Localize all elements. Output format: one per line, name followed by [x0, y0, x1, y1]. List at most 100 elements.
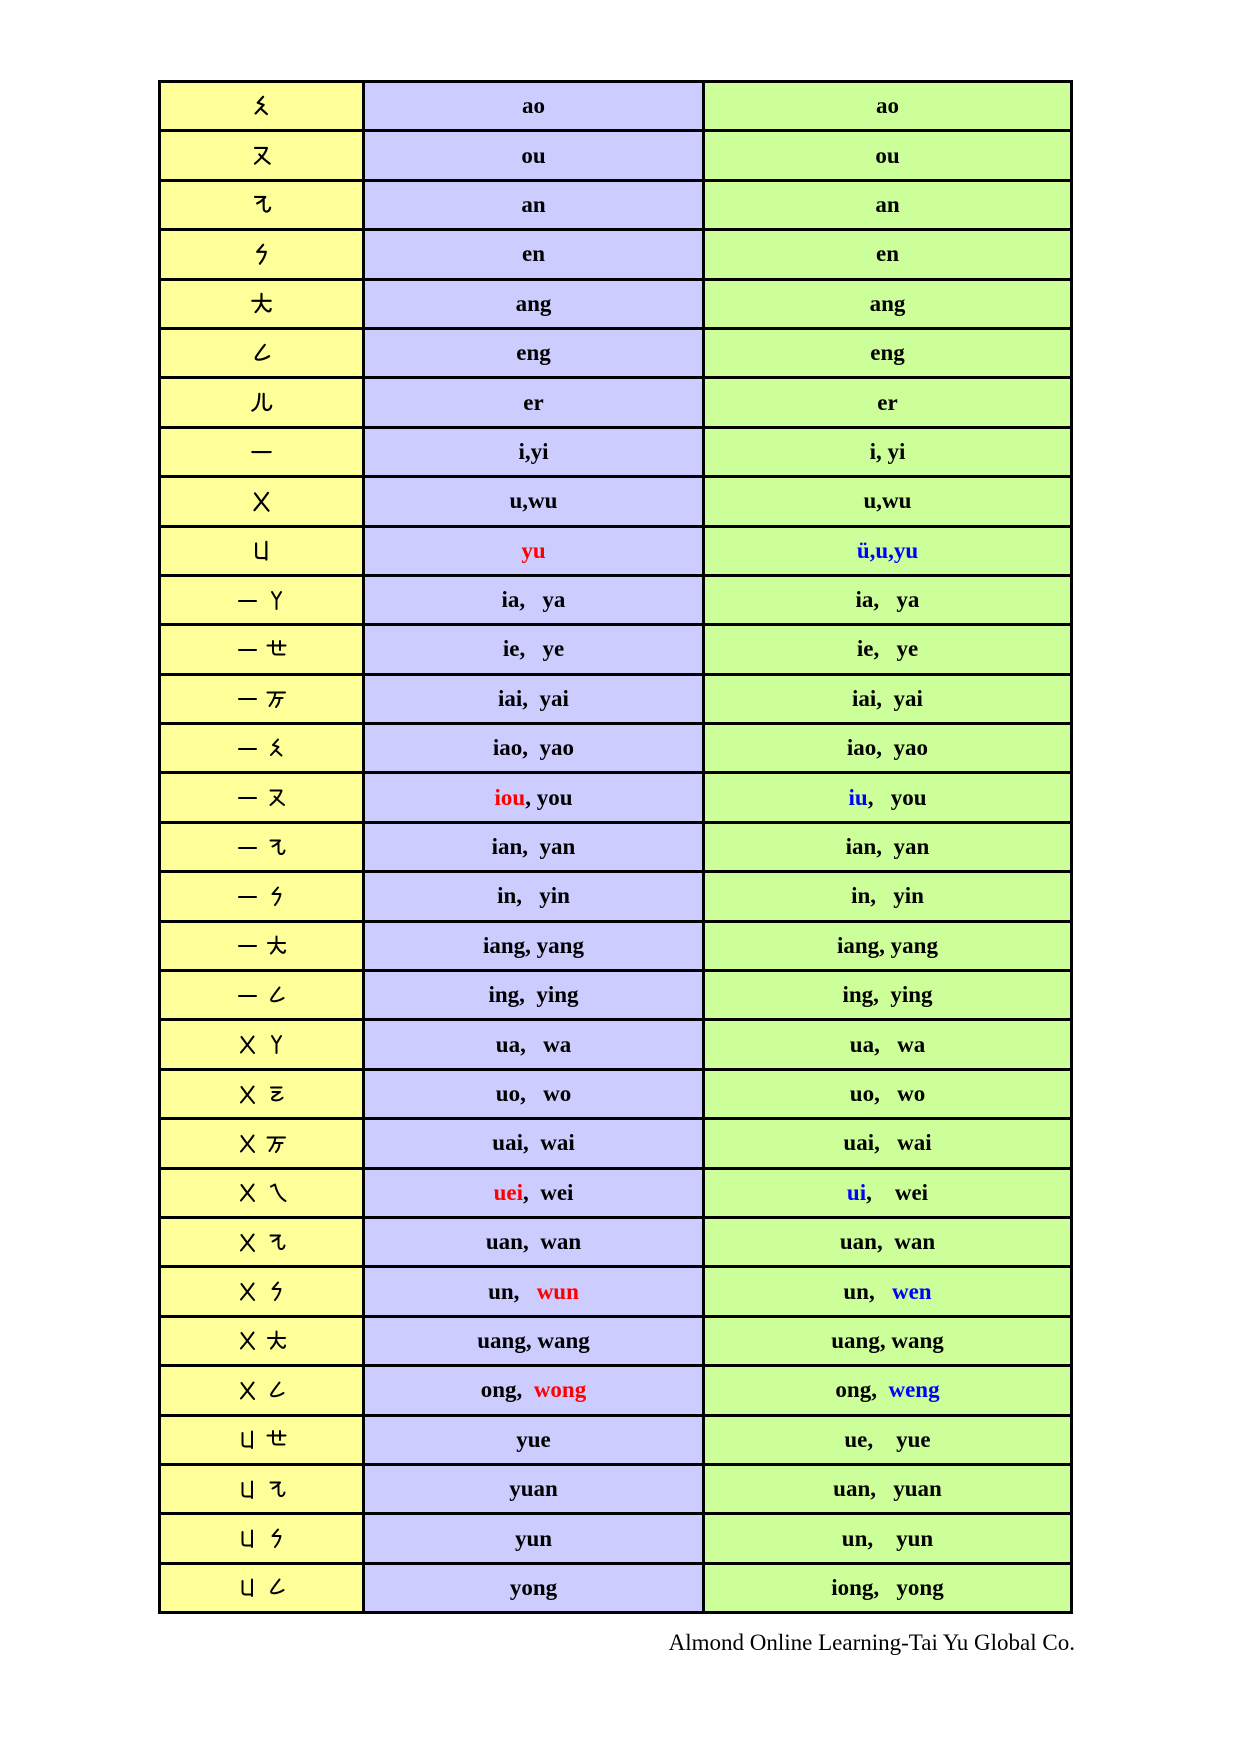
pinyin-col3-cell: eng — [702, 326, 1073, 380]
bopomofo-glyph — [241, 1578, 253, 1598]
zhuyin-cell — [158, 1462, 365, 1516]
bopomofo-glyph — [237, 994, 257, 997]
bopomofo-glyph — [241, 1430, 253, 1450]
pinyin-text: , wei — [866, 1179, 929, 1205]
pinyin-col3-cell: ou — [702, 129, 1073, 182]
table-row: ang ang — [158, 277, 1073, 330]
bopomofo-glyph — [251, 451, 272, 454]
zhuyin-cell — [158, 1561, 365, 1615]
zhuyin-cell — [158, 1166, 365, 1219]
pinyin-text: iou — [494, 784, 526, 810]
pinyin-col3-cell: i, yi — [702, 425, 1073, 479]
pinyin-col3-cell: uan, yuan — [702, 1462, 1073, 1516]
pinyin-col3-cell: ao — [702, 79, 1073, 133]
zhuyin-cell — [158, 672, 365, 726]
pinyin-text: uo, wo — [495, 1081, 572, 1106]
bopomofo-glyph — [239, 1331, 255, 1351]
pinyin-col3-cell: ue, yue — [702, 1413, 1073, 1466]
table-row: yu ü,u,yu — [158, 524, 1073, 577]
bopomofo-glyph — [271, 1281, 281, 1302]
pinyin-col3-cell: iao, yao — [702, 722, 1073, 775]
bopomofo-glyph — [254, 95, 268, 115]
pinyin-text: en — [876, 241, 899, 267]
table-row: an an — [158, 178, 1073, 232]
pinyin-col2-cell: u,wu — [362, 475, 705, 528]
bopomofo-glyph — [237, 747, 257, 750]
pinyin-text: uai, wai — [492, 1130, 575, 1156]
pinyin-col3-cell: uan, wan — [702, 1215, 1073, 1269]
bopomofo-glyph — [269, 1183, 286, 1203]
zhuyin-cell — [158, 771, 365, 824]
pinyin-text: yue — [516, 1426, 551, 1452]
pinyin-col3-cell: ua, wa — [702, 1018, 1073, 1071]
pinyin-col2-cell: yue — [362, 1413, 705, 1466]
bopomofo-glyph — [237, 698, 257, 701]
pinyin-col2-cell: ong, wong — [362, 1364, 705, 1417]
zhuyin-cell — [158, 870, 365, 923]
table-row: uang, wang uang, wang — [158, 1314, 1073, 1368]
pinyin-col3-cell: uang, wang — [702, 1314, 1073, 1368]
pinyin-text: uan, wan — [485, 1229, 582, 1255]
zhuyin-cell — [158, 277, 365, 330]
pinyin-col2-cell: i,yi — [362, 425, 705, 479]
pinyin-col2-cell: ao — [362, 79, 705, 133]
bopomofo-glyph — [237, 945, 257, 948]
bopomofo-glyph — [239, 1183, 255, 1203]
bopomofo-glyph — [270, 1035, 282, 1055]
pinyin-col2-cell: ou — [362, 129, 705, 182]
pinyin-text: eng — [516, 340, 551, 366]
pinyin-col3-cell: uo, wo — [702, 1067, 1073, 1121]
zhuyin-cell — [158, 1364, 365, 1417]
pinyin-text: weng — [888, 1377, 940, 1403]
pinyin-text: un, — [843, 1278, 892, 1304]
pinyin-text: uang, wang — [477, 1327, 590, 1353]
pinyin-col2-cell: uan, wan — [362, 1215, 705, 1269]
table-row: yuan uan, yuan — [158, 1462, 1073, 1516]
zhuyin-cell — [158, 1265, 365, 1318]
pinyin-text: in, yin — [851, 883, 924, 909]
pinyin-col2-cell: er — [362, 376, 705, 429]
pinyin-col3-cell: ing, ying — [702, 969, 1073, 1022]
pinyin-text: an — [875, 191, 900, 217]
zhuyin-cell — [158, 1314, 365, 1368]
table-row: ua, wa ua, wa — [158, 1018, 1073, 1071]
table-row: iao, yao iao, yao — [158, 722, 1073, 775]
table-row: ou ou — [158, 129, 1073, 182]
pinyin-text: , wei — [522, 1179, 574, 1205]
bopomofo-glyph — [239, 1282, 255, 1302]
pinyin-col3-cell: ü,u,yu — [702, 524, 1073, 577]
pinyin-text: er — [877, 389, 898, 415]
pinyin-text: uai, wai — [843, 1130, 932, 1156]
pinyin-text: yong — [509, 1574, 558, 1600]
zhuyin-cell — [158, 475, 365, 528]
pinyin-text: wong — [533, 1377, 587, 1403]
table-row: ing, ying ing, ying — [158, 969, 1073, 1022]
pinyin-col3-cell: ie, ye — [702, 623, 1073, 676]
table-row: uei, wei ui, wei — [158, 1166, 1073, 1219]
table-row: uai, wai uai, wai — [158, 1117, 1073, 1170]
pinyin-col2-cell: in, yin — [362, 870, 705, 923]
zhuyin-cell — [158, 573, 365, 627]
zhuyin-cell — [158, 326, 365, 380]
bopomofo-glyph — [266, 639, 286, 656]
bopomofo-glyph — [251, 392, 273, 412]
zhuyin-cell — [158, 623, 365, 676]
table-row: iai, yai iai, yai — [158, 672, 1073, 726]
pinyin-text: ua, wa — [849, 1031, 926, 1057]
table-row: ian, yan ian, yan — [158, 820, 1073, 874]
bopomofo-glyph — [269, 986, 284, 1002]
pinyin-text: un, yun — [841, 1525, 934, 1551]
pinyin-col2-cell: yu — [362, 524, 705, 577]
pinyin-col2-cell: un, wun — [362, 1265, 705, 1318]
table-row: yun un, yun — [158, 1512, 1073, 1565]
pinyin-col3-cell: ui, wei — [702, 1166, 1073, 1219]
bopomofo-glyph — [237, 846, 257, 849]
bopomofo-glyph — [266, 935, 286, 955]
pinyin-col3-cell: iang, yang — [702, 919, 1073, 973]
pinyin-text: un, — [488, 1278, 537, 1304]
bopomofo-glyph — [241, 1480, 253, 1499]
table-row: yong iong, yong — [158, 1561, 1073, 1615]
pinyin-col3-cell: iai, yai — [702, 672, 1073, 726]
pinyin-text: ang — [869, 290, 906, 316]
bopomofo-glyph — [266, 1430, 286, 1446]
